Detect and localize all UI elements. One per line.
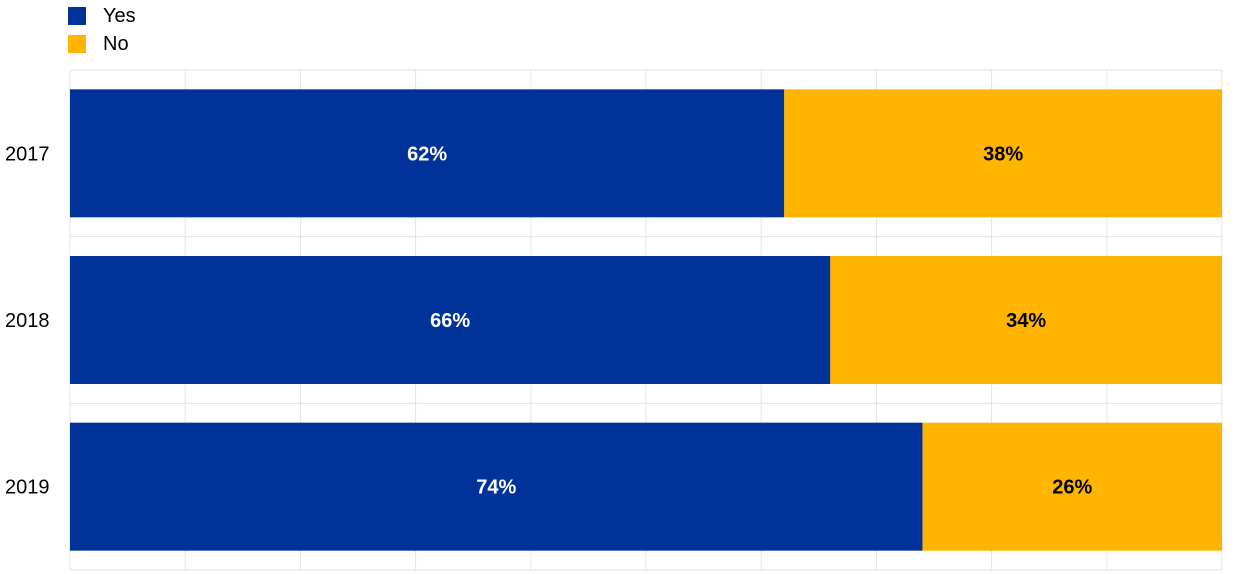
data-label: 26% [1052, 477, 1092, 499]
bar-segment-yes [70, 256, 831, 384]
bar-segment-no [830, 256, 1222, 384]
data-label: 62% [407, 143, 447, 165]
data-label: 34% [1006, 310, 1046, 332]
data-label: 74% [476, 477, 516, 499]
bar-segment-yes [70, 89, 785, 218]
legend-swatch-no [68, 35, 86, 53]
category-label: 2017 [5, 143, 50, 165]
legend: Yes No [68, 2, 136, 58]
category-label: 2018 [5, 310, 50, 332]
data-label: 38% [983, 143, 1023, 165]
category-label: 2019 [5, 477, 50, 499]
bar-segment-no [784, 89, 1222, 218]
data-label: 66% [430, 310, 470, 332]
bar-segment-no [922, 422, 1222, 551]
legend-item-yes: Yes [68, 2, 136, 30]
legend-label-yes: Yes [103, 4, 136, 27]
legend-label-no: No [103, 32, 129, 55]
legend-swatch-yes [68, 7, 86, 25]
bar-segment-yes [70, 422, 923, 551]
legend-item-no: No [68, 30, 136, 58]
